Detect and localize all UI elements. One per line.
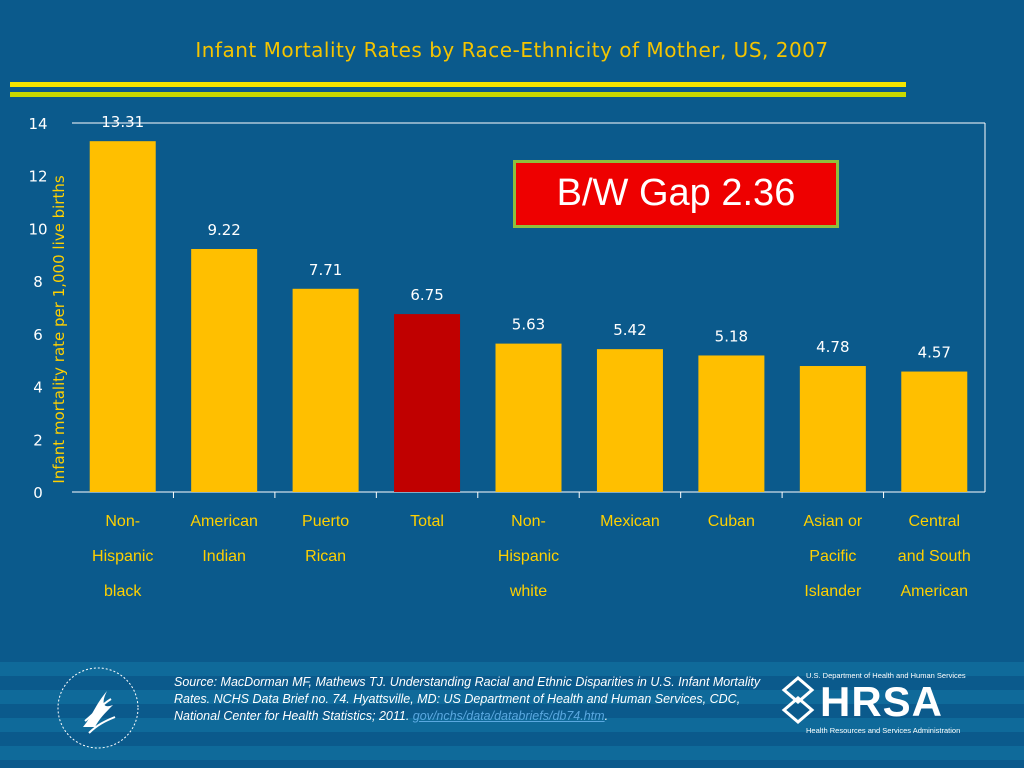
bar-value-label: 6.75	[410, 286, 443, 304]
hrsa-wordmark: HRSA	[820, 678, 944, 725]
bar	[901, 371, 968, 492]
x-category-label: black	[104, 583, 142, 600]
y-axis-label: Infant mortality rate per 1,000 live bir…	[50, 175, 68, 484]
bar-value-label: 5.63	[512, 316, 545, 334]
bar-value-label: 5.18	[715, 327, 748, 345]
bw-gap-callout: B/W Gap 2.36	[513, 160, 839, 228]
x-category-label: Cuban	[708, 513, 755, 530]
x-category-label: Pacific	[809, 548, 856, 565]
x-category-label: Asian or	[803, 513, 862, 530]
x-category-label: and South	[898, 548, 971, 565]
title-rule-bottom	[10, 92, 906, 97]
x-category-label: Rican	[305, 548, 346, 565]
x-category-label: American	[190, 513, 258, 530]
source-citation: Source: MacDorman MF, Mathews TJ. Unders…	[174, 674, 774, 725]
source-link[interactable]: gov/nchs/data/databriefs/db74.htm	[412, 709, 605, 723]
bar	[495, 343, 562, 492]
title-rule-top	[10, 82, 906, 87]
footer-band	[0, 662, 1024, 768]
bar	[394, 314, 461, 492]
x-category-label: Central	[908, 513, 960, 530]
bar-chart: 0 2 4 6 8 10 12 14 Infant mortality rate per 1,0…	[28, 113, 986, 600]
bar-value-label: 4.57	[918, 344, 951, 362]
bar-value-label: 4.78	[816, 338, 849, 356]
bar	[191, 248, 258, 492]
y-tick-label: 8	[33, 273, 43, 291]
y-tick-label: 0	[33, 484, 43, 502]
hrsa-department-text: U.S. Department of Health and Human Serv…	[806, 671, 966, 680]
x-category-label: Hispanic	[92, 548, 153, 565]
bar-value-label: 13.31	[101, 113, 144, 131]
source-text: Source: MacDorman MF, Mathews TJ. Unders…	[174, 675, 761, 723]
source-end: .	[604, 709, 609, 723]
y-tick-label: 12	[28, 168, 47, 186]
x-category-label: Mexican	[600, 513, 660, 530]
bar	[89, 141, 156, 492]
hrsa-mark-icon	[781, 676, 815, 724]
hrsa-agency-text: Health Resources and Services Administra…	[806, 726, 961, 735]
x-category-label: Non-	[511, 513, 546, 530]
bar-value-label: 5.42	[613, 321, 646, 339]
x-category-label: Indian	[202, 548, 246, 565]
bar	[698, 355, 765, 492]
y-tick-label: 14	[28, 115, 47, 133]
bar	[799, 366, 866, 492]
bar-value-label: 9.22	[207, 221, 240, 239]
x-category-label: Hispanic	[498, 548, 559, 565]
x-category-label: Islander	[804, 583, 862, 600]
x-category-label: American	[900, 583, 968, 600]
x-category-label: Non-	[105, 513, 140, 530]
x-category-label: Puerto	[302, 513, 349, 530]
x-category-label: Total	[410, 513, 444, 530]
y-tick-label: 4	[33, 379, 43, 397]
y-tick-label: 10	[28, 220, 47, 238]
hhs-eagle-seal-icon	[57, 667, 139, 749]
bar-value-label: 7.71	[309, 261, 342, 279]
x-category-label: white	[509, 583, 547, 600]
y-tick-label: 2	[33, 431, 43, 449]
bar	[596, 349, 663, 492]
bar	[292, 288, 359, 492]
y-tick-label: 6	[33, 326, 43, 344]
page-title: Infant Mortality Rates by Race-Ethnicity…	[195, 38, 829, 62]
